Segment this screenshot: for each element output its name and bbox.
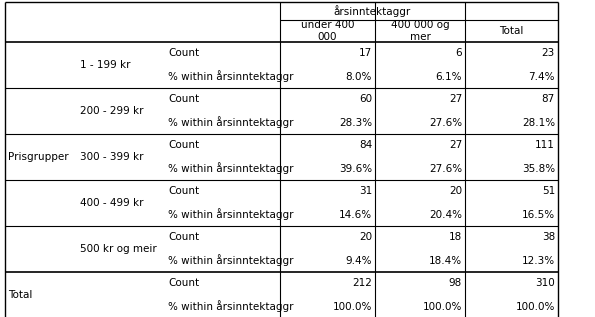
Text: % within årsinntektaggr: % within årsinntektaggr [168, 117, 293, 128]
Text: % within årsinntektaggr: % within årsinntektaggr [168, 71, 293, 82]
Text: 20: 20 [359, 232, 372, 243]
Text: 12.3%: 12.3% [522, 256, 555, 266]
Text: % within årsinntektaggr: % within årsinntektaggr [168, 255, 293, 267]
Text: 400 000 og
mer: 400 000 og mer [391, 20, 449, 42]
Text: årsinntektaggr: årsinntektaggr [334, 5, 411, 17]
Text: Total: Total [499, 26, 524, 36]
Text: 300 - 399 kr: 300 - 399 kr [80, 152, 143, 162]
Text: 9.4%: 9.4% [346, 256, 372, 266]
Text: % within årsinntektaggr: % within årsinntektaggr [168, 163, 293, 174]
Text: 39.6%: 39.6% [339, 164, 372, 173]
Text: 84: 84 [359, 140, 372, 151]
Text: % within årsinntektaggr: % within årsinntektaggr [168, 209, 293, 220]
Text: 500 kr og meir: 500 kr og meir [80, 244, 156, 254]
Text: 20: 20 [449, 186, 462, 197]
Text: 7.4%: 7.4% [528, 72, 555, 81]
Text: 18.4%: 18.4% [429, 256, 462, 266]
Text: 87: 87 [542, 94, 555, 105]
Text: 31: 31 [359, 186, 372, 197]
Text: 100.0%: 100.0% [333, 301, 372, 312]
Text: 6.1%: 6.1% [436, 72, 462, 81]
Text: Count: Count [168, 279, 199, 288]
Text: Total: Total [8, 290, 32, 300]
Text: 27.6%: 27.6% [429, 164, 462, 173]
Text: 100.0%: 100.0% [516, 301, 555, 312]
Text: 28.3%: 28.3% [339, 118, 372, 127]
Text: 17: 17 [359, 49, 372, 59]
Text: 27: 27 [449, 94, 462, 105]
Text: 400 - 499 kr: 400 - 499 kr [80, 198, 143, 208]
Text: 16.5%: 16.5% [522, 210, 555, 219]
Text: 38: 38 [542, 232, 555, 243]
Text: 8.0%: 8.0% [346, 72, 372, 81]
Text: 18: 18 [449, 232, 462, 243]
Text: Count: Count [168, 140, 199, 151]
Text: 212: 212 [352, 279, 372, 288]
Text: 27.6%: 27.6% [429, 118, 462, 127]
Text: Prisgrupper: Prisgrupper [8, 152, 68, 162]
Text: 98: 98 [449, 279, 462, 288]
Text: 27: 27 [449, 140, 462, 151]
Text: 35.8%: 35.8% [522, 164, 555, 173]
Text: 200 - 299 kr: 200 - 299 kr [80, 106, 143, 116]
Text: 310: 310 [536, 279, 555, 288]
Text: 111: 111 [535, 140, 555, 151]
Text: under 400
000: under 400 000 [300, 20, 354, 42]
Text: 51: 51 [542, 186, 555, 197]
Text: 1 - 199 kr: 1 - 199 kr [80, 60, 130, 70]
Text: Count: Count [168, 186, 199, 197]
Text: 14.6%: 14.6% [339, 210, 372, 219]
Text: 20.4%: 20.4% [429, 210, 462, 219]
Text: 6: 6 [455, 49, 462, 59]
Text: Count: Count [168, 49, 199, 59]
Text: Count: Count [168, 232, 199, 243]
Text: 60: 60 [359, 94, 372, 105]
Text: % within årsinntektaggr: % within årsinntektaggr [168, 301, 293, 313]
Text: 23: 23 [542, 49, 555, 59]
Text: 100.0%: 100.0% [422, 301, 462, 312]
Text: Count: Count [168, 94, 199, 105]
Text: 28.1%: 28.1% [522, 118, 555, 127]
